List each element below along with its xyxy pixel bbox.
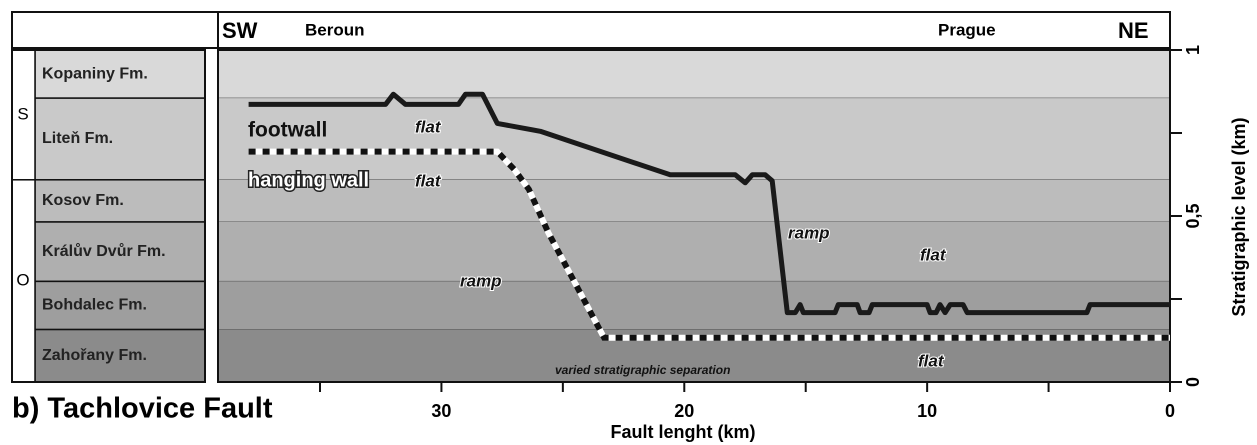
annotation: ramp [460, 271, 502, 290]
formation-name: Zahořany Fm. [42, 347, 147, 364]
x-tick-label: 20 [674, 401, 694, 421]
header-right: NE [1118, 18, 1149, 43]
formation-cell [34, 49, 206, 99]
annotation: ramp [788, 223, 830, 242]
formation-name: Králův Dvůr Fm. [42, 243, 166, 260]
y-tick-label: 1 [1183, 45, 1203, 55]
x-tick-label: 0 [1165, 401, 1175, 421]
system-label: O [16, 270, 29, 289]
formation-cell [34, 221, 206, 283]
formation-band [218, 179, 1170, 222]
line [248, 148, 1170, 341]
formation-band [218, 98, 1170, 180]
x-tick-label: 10 [917, 401, 937, 421]
left-frame [11, 49, 206, 383]
formation-cell [34, 328, 206, 383]
formation-band [218, 50, 1170, 99]
place-label: Beroun [305, 20, 365, 39]
annotation: flat [415, 117, 442, 136]
formation-cell [34, 280, 206, 331]
header-left: SW [222, 18, 258, 43]
formation-name: Kosov Fm. [42, 192, 124, 209]
formation-band [218, 281, 1170, 330]
annotation: flat [918, 351, 945, 370]
annotation: varied stratigraphic separation [555, 363, 730, 377]
formation-name: Liteň Fm. [42, 130, 113, 147]
chart-title: b) Tachlovice Fault [12, 393, 273, 425]
formation-cell [34, 97, 206, 181]
formation-name: Kopaniny Fm. [42, 65, 148, 82]
y-axis-label: Stratigraphic level (km) [1229, 117, 1249, 316]
x-tick-label: 30 [431, 401, 451, 421]
x-axis-label: Fault lenght (km) [611, 422, 756, 442]
formation-band [218, 221, 1170, 282]
y-tick-label: 0 [1183, 377, 1203, 387]
annotation: flat [920, 245, 947, 264]
series-label: hanging wall [248, 169, 369, 191]
formation-cell [34, 179, 206, 223]
line [248, 91, 1170, 316]
system-label: S [17, 104, 28, 123]
annotation: flat [415, 171, 442, 190]
place-label: Prague [938, 20, 996, 39]
header-row [11, 11, 1171, 49]
y-tick-label: 0,5 [1183, 203, 1203, 228]
formation-name: Bohdalec Fm. [42, 297, 147, 314]
series-label: footwall [248, 119, 327, 142]
